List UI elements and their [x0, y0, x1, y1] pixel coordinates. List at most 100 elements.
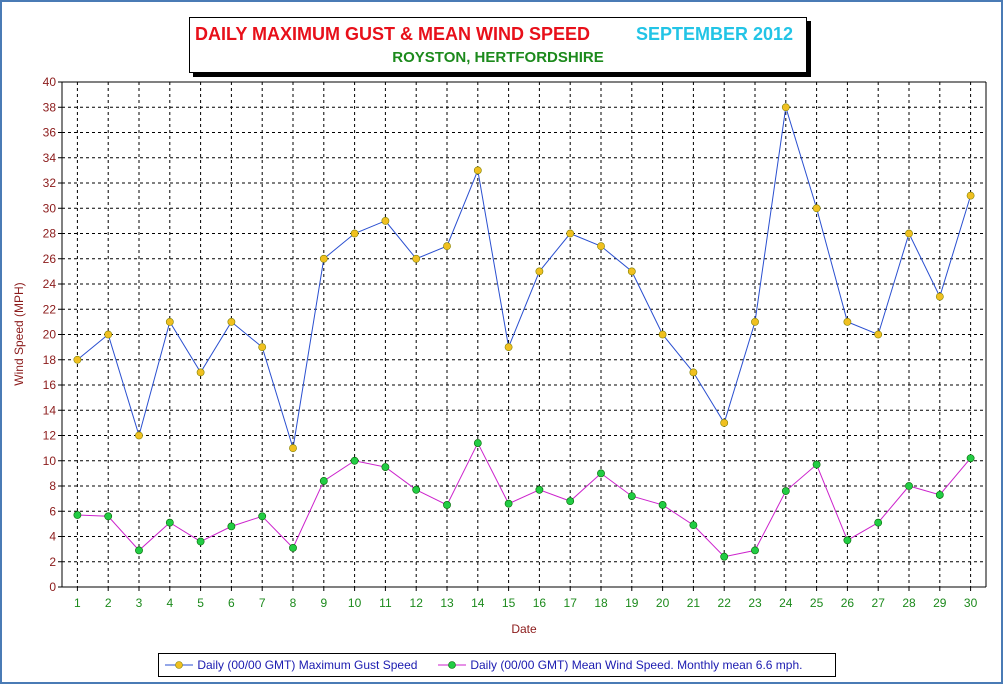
y-tick-label: 32 — [43, 176, 57, 190]
y-tick-label: 26 — [43, 252, 57, 266]
y-axis-label: Wind Speed (MPH) — [12, 282, 26, 385]
data-point-gust — [781, 103, 790, 112]
series-layer — [73, 103, 975, 561]
data-point-gust — [104, 330, 113, 339]
data-point-gust — [597, 242, 605, 251]
y-tick-label: 0 — [49, 580, 56, 594]
legend-swatch-mean — [438, 661, 466, 669]
data-point-gust — [227, 317, 236, 326]
chart-title-box: DAILY MAXIMUM GUST & MEAN WIND SPEED SEP… — [189, 17, 807, 73]
data-point-gust — [751, 317, 759, 326]
y-tick-label: 34 — [43, 151, 57, 165]
data-point-mean — [566, 497, 575, 506]
legend-label-gust: Daily (00/00 GMT) Maximum Gust Speed — [197, 657, 418, 672]
data-point-gust — [504, 343, 513, 352]
x-tick-label: 27 — [872, 596, 886, 610]
data-point-gust — [381, 216, 390, 225]
x-tick-label: 25 — [810, 596, 824, 610]
x-tick-label: 15 — [502, 596, 516, 610]
data-point-mean — [412, 485, 421, 494]
data-point-mean — [627, 492, 636, 500]
x-tick-label: 10 — [348, 596, 362, 610]
series-gust — [73, 103, 975, 453]
data-point-mean — [350, 456, 359, 465]
x-tick-label: 20 — [656, 596, 670, 610]
x-tick-label: 12 — [410, 596, 424, 610]
x-tick-label: 4 — [166, 596, 173, 610]
grid — [61, 81, 987, 588]
data-point-gust — [412, 254, 421, 263]
x-tick-label: 17 — [564, 596, 578, 610]
data-point-gust — [73, 355, 82, 364]
data-point-gust — [165, 317, 174, 326]
y-tick-label: 18 — [43, 353, 57, 367]
y-tick-label: 28 — [43, 227, 57, 241]
x-tick-label: 6 — [228, 596, 235, 610]
series-mean — [73, 439, 975, 561]
data-point-mean — [319, 477, 328, 485]
data-point-mean — [504, 499, 513, 508]
x-tick-label: 9 — [320, 596, 327, 610]
data-point-gust — [258, 343, 267, 352]
x-tick-label: 3 — [136, 596, 143, 610]
chart-month-title: SEPTEMBER 2012 — [636, 24, 794, 44]
data-point-gust — [843, 317, 852, 326]
data-point-mean — [843, 536, 852, 545]
data-point-mean — [196, 537, 205, 546]
data-point-gust — [443, 242, 451, 251]
y-tick-label: 16 — [43, 378, 57, 392]
data-point-gust — [905, 229, 913, 238]
x-tick-label: 16 — [533, 596, 547, 610]
data-point-mean — [104, 512, 113, 521]
data-point-gust — [350, 229, 359, 238]
chart-subtitle: ROYSTON, HERTFORDSHIRE — [392, 49, 604, 66]
data-point-mean — [689, 521, 698, 530]
x-tick-label: 14 — [471, 596, 485, 610]
data-point-mean — [473, 439, 482, 447]
x-tick-label: 24 — [779, 596, 793, 610]
legend: Daily (00/00 GMT) Maximum Gust Speed Dai… — [158, 653, 836, 677]
y-tick-label: 36 — [43, 126, 57, 140]
x-tick-label: 30 — [964, 596, 978, 610]
series-line-gust — [77, 107, 972, 449]
x-tick-label: 26 — [841, 596, 855, 610]
y-tick-label: 12 — [43, 429, 57, 443]
data-point-gust — [874, 330, 883, 339]
data-point-mean — [751, 546, 759, 555]
data-point-mean — [905, 482, 913, 490]
x-tick-label: 28 — [902, 596, 916, 610]
data-point-mean — [135, 546, 143, 555]
x-tick-label: 19 — [625, 596, 639, 610]
data-point-mean — [658, 501, 667, 509]
x-tick-label: 18 — [594, 596, 608, 610]
data-point-mean — [258, 512, 267, 521]
data-point-mean — [781, 487, 790, 495]
data-point-mean — [597, 469, 605, 478]
data-point-mean — [966, 454, 975, 463]
x-tick-label: 23 — [748, 596, 762, 610]
data-point-mean — [535, 485, 544, 494]
y-tick-label: 2 — [49, 555, 56, 569]
data-point-gust — [535, 267, 544, 276]
data-point-gust — [689, 368, 698, 377]
y-tick-label: 20 — [43, 328, 57, 342]
data-point-mean — [443, 501, 451, 509]
y-tick-label: 40 — [43, 75, 57, 89]
data-point-gust — [935, 292, 944, 301]
y-tick-label: 8 — [49, 479, 56, 493]
data-point-gust — [473, 166, 482, 175]
data-point-mean — [227, 522, 236, 531]
data-point-gust — [566, 229, 575, 238]
data-point-gust — [627, 267, 636, 276]
data-point-mean — [720, 552, 729, 561]
data-point-gust — [135, 431, 143, 440]
data-point-mean — [289, 543, 297, 552]
legend-item-mean: Daily (00/00 GMT) Mean Wind Speed. Month… — [437, 657, 803, 673]
x-tick-label: 21 — [687, 596, 701, 610]
chart-title: DAILY MAXIMUM GUST & MEAN WIND SPEED — [195, 24, 591, 44]
y-tick-label: 4 — [49, 530, 56, 544]
data-point-mean — [381, 463, 390, 471]
x-tick-label: 8 — [290, 596, 297, 610]
